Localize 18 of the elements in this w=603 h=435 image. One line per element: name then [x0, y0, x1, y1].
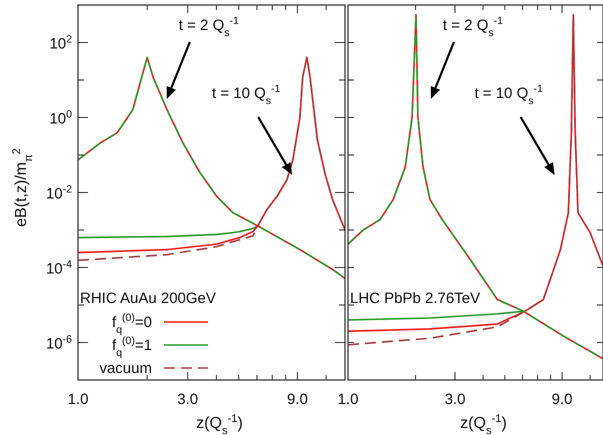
- y-tick-label: 10$^{0}$: [49, 108, 72, 128]
- x-tick-label: 3.0: [177, 391, 198, 408]
- y-tick-label: 10$^{2}$: [49, 34, 72, 52]
- annotation: RHIC AuAu 200GeV: [80, 290, 216, 307]
- y-tick-label: 10$^{-4}$: [46, 258, 72, 278]
- legend-label: f$_{q}$$^{(0)}$=1: [112, 335, 152, 359]
- x-tick-label: 9.0: [552, 391, 572, 408]
- y-tick-label: 10$^{-6}$: [46, 334, 72, 352]
- legend-label: f$_{q}$$^{(0)}$=0: [112, 312, 152, 336]
- y-tick-label: 10$^{-2}$: [46, 184, 72, 202]
- annotation: LHC PbPb 2.76TeV: [350, 290, 480, 307]
- legend-label: vacuum: [99, 360, 152, 377]
- x-tick-label: 3.0: [444, 391, 466, 408]
- x-tick-label: 1.0: [68, 391, 88, 408]
- x-tick-label: 1.0: [338, 391, 358, 408]
- x-axis-title: z(Q$_{s}$$^{-1}$): [460, 413, 507, 435]
- x-axis-title: z(Q$_{s}$$^{-1}$): [196, 413, 243, 435]
- x-tick-label: 9.0: [286, 391, 308, 408]
